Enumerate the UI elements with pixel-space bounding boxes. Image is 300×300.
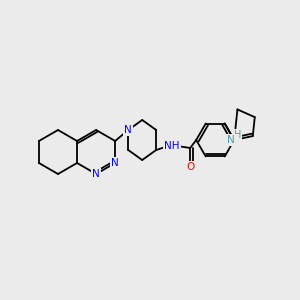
Text: N: N	[124, 125, 132, 135]
Text: N: N	[111, 158, 119, 168]
Text: NH: NH	[164, 141, 180, 151]
Text: N: N	[92, 169, 100, 179]
Text: H: H	[233, 130, 241, 140]
Text: N: N	[227, 135, 235, 145]
Text: O: O	[186, 162, 194, 172]
